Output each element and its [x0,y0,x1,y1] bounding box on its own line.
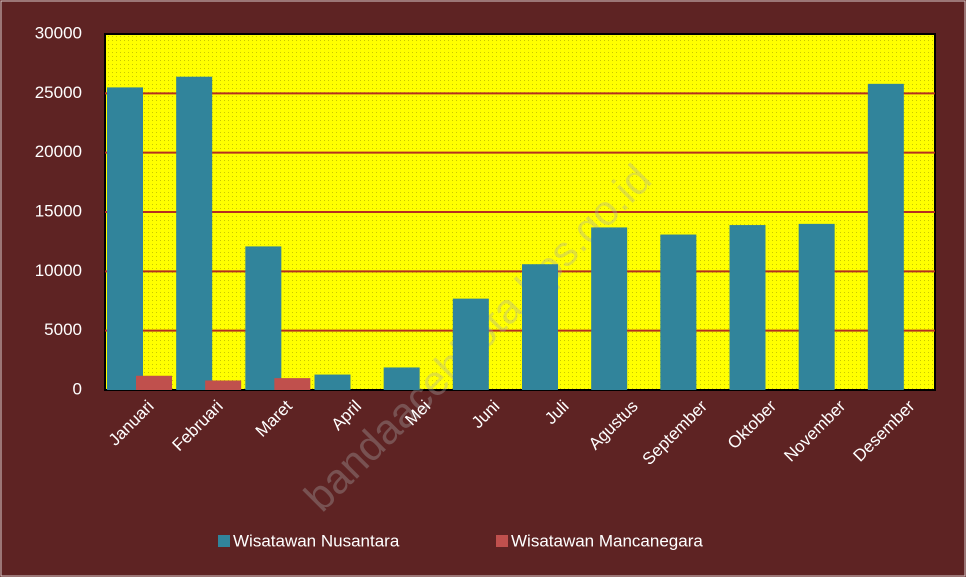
y-tick-label: 20000 [35,142,82,161]
bar [452,298,489,390]
legend-swatch [496,535,508,547]
y-tick-label: 25000 [35,83,82,102]
legend-swatch [218,535,230,547]
bar [522,264,558,390]
bar [205,380,242,390]
y-tick-label: 5000 [44,320,82,339]
bar [798,223,835,390]
bar [274,378,311,390]
bar [136,375,172,390]
legend-label: Wisatawan Nusantara [233,531,400,550]
bar [867,83,904,390]
legend-label: Wisatawan Mancanegara [511,531,703,550]
bar [107,87,143,391]
bar [245,246,282,390]
bar [729,225,766,390]
bar [591,227,628,390]
y-tick-label: 10000 [35,261,82,280]
bar [383,367,420,390]
y-tick-label: 0 [73,379,82,398]
y-tick-label: 15000 [35,201,82,220]
bar [660,234,697,390]
bar [314,374,351,390]
y-tick-label: 30000 [35,23,82,42]
bar [176,76,213,390]
